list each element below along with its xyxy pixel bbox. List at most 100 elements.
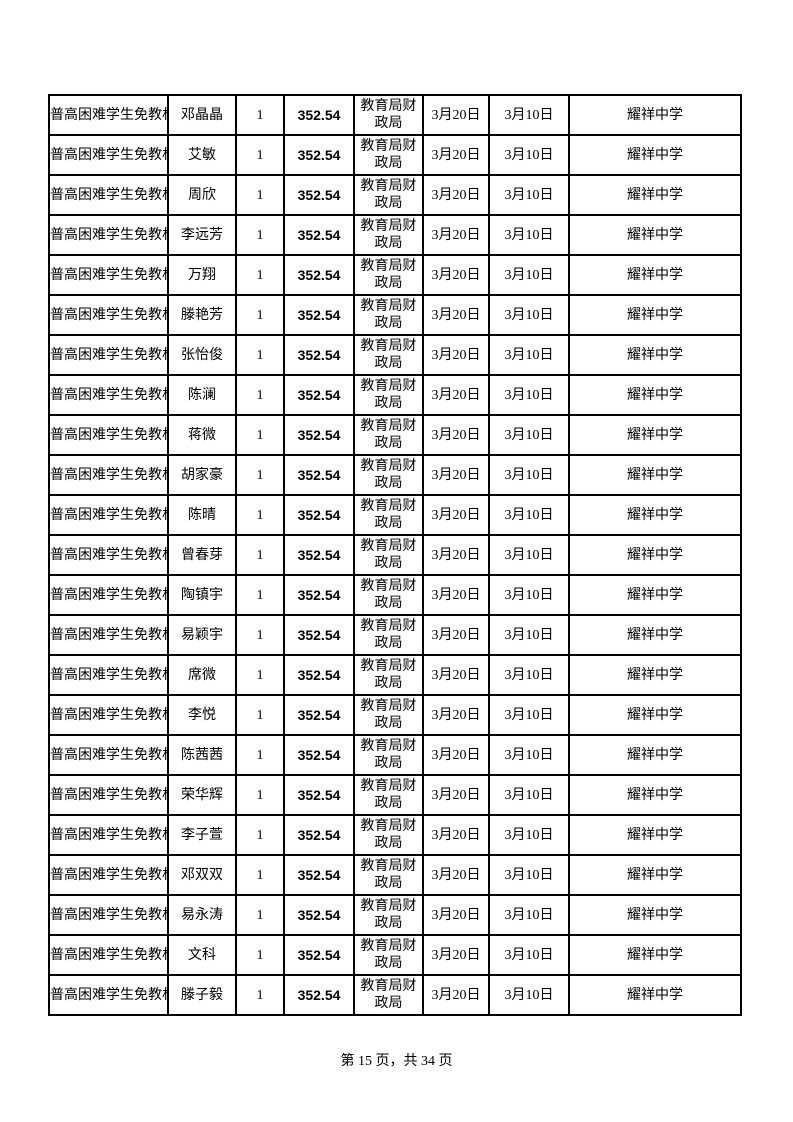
cell-project-name: 普高困难学生免教材 bbox=[48, 734, 169, 776]
table-row: 普高困难学生免教材 曾春芽 1 352.54 教育局财政局 3月20日 3月10… bbox=[48, 534, 742, 576]
cell-date-2: 3月10日 bbox=[488, 814, 570, 856]
cell-department: 教育局财政局 bbox=[353, 254, 424, 296]
cell-count: 1 bbox=[235, 854, 285, 896]
cell-project-name: 普高困难学生免教材 bbox=[48, 774, 169, 816]
cell-date-1: 3月20日 bbox=[422, 334, 490, 376]
cell-student-name: 周欣 bbox=[167, 174, 237, 216]
cell-project-name: 普高困难学生免教材 bbox=[48, 854, 169, 896]
cell-date-2: 3月10日 bbox=[488, 534, 570, 576]
cell-student-name: 滕艳芳 bbox=[167, 294, 237, 336]
table-row: 普高困难学生免教材 易永涛 1 352.54 教育局财政局 3月20日 3月10… bbox=[48, 894, 742, 936]
cell-date-2: 3月10日 bbox=[488, 334, 570, 376]
cell-date-2: 3月10日 bbox=[488, 734, 570, 776]
cell-project-name: 普高困难学生免教材 bbox=[48, 934, 169, 976]
cell-date-1: 3月20日 bbox=[422, 294, 490, 336]
cell-school: 耀祥中学 bbox=[568, 214, 742, 256]
cell-count: 1 bbox=[235, 174, 285, 216]
cell-date-2: 3月10日 bbox=[488, 414, 570, 456]
cell-date-1: 3月20日 bbox=[422, 534, 490, 576]
cell-project-name: 普高困难学生免教材 bbox=[48, 94, 169, 136]
cell-amount: 352.54 bbox=[283, 494, 355, 536]
table-row: 普高困难学生免教材 陈晴 1 352.54 教育局财政局 3月20日 3月10日… bbox=[48, 494, 742, 536]
cell-department: 教育局财政局 bbox=[353, 454, 424, 496]
cell-count: 1 bbox=[235, 934, 285, 976]
cell-date-2: 3月10日 bbox=[488, 974, 570, 1016]
cell-project-name: 普高困难学生免教材 bbox=[48, 174, 169, 216]
cell-project-name: 普高困难学生免教材 bbox=[48, 414, 169, 456]
cell-amount: 352.54 bbox=[283, 534, 355, 576]
cell-student-name: 李远芳 bbox=[167, 214, 237, 256]
cell-project-name: 普高困难学生免教材 bbox=[48, 974, 169, 1016]
cell-date-1: 3月20日 bbox=[422, 174, 490, 216]
cell-student-name: 陶镇宇 bbox=[167, 574, 237, 616]
cell-date-1: 3月20日 bbox=[422, 254, 490, 296]
cell-count: 1 bbox=[235, 894, 285, 936]
cell-amount: 352.54 bbox=[283, 774, 355, 816]
cell-count: 1 bbox=[235, 974, 285, 1016]
cell-student-name: 席微 bbox=[167, 654, 237, 696]
cell-student-name: 荣华辉 bbox=[167, 774, 237, 816]
cell-date-1: 3月20日 bbox=[422, 494, 490, 536]
subsidy-table: 普高困难学生免教材 邓晶晶 1 352.54 教育局财政局 3月20日 3月10… bbox=[48, 94, 742, 1016]
table-row: 普高困难学生免教材 滕艳芳 1 352.54 教育局财政局 3月20日 3月10… bbox=[48, 294, 742, 336]
cell-date-1: 3月20日 bbox=[422, 614, 490, 656]
cell-date-1: 3月20日 bbox=[422, 214, 490, 256]
cell-project-name: 普高困难学生免教材 bbox=[48, 214, 169, 256]
cell-department: 教育局财政局 bbox=[353, 374, 424, 416]
cell-date-2: 3月10日 bbox=[488, 494, 570, 536]
cell-project-name: 普高困难学生免教材 bbox=[48, 534, 169, 576]
cell-student-name: 李子萱 bbox=[167, 814, 237, 856]
cell-date-1: 3月20日 bbox=[422, 854, 490, 896]
table-row: 普高困难学生免教材 易颖宇 1 352.54 教育局财政局 3月20日 3月10… bbox=[48, 614, 742, 656]
table-row: 普高困难学生免教材 陈澜 1 352.54 教育局财政局 3月20日 3月10日… bbox=[48, 374, 742, 416]
cell-project-name: 普高困难学生免教材 bbox=[48, 894, 169, 936]
cell-department: 教育局财政局 bbox=[353, 614, 424, 656]
cell-project-name: 普高困难学生免教材 bbox=[48, 694, 169, 736]
cell-student-name: 李悦 bbox=[167, 694, 237, 736]
cell-student-name: 曾春芽 bbox=[167, 534, 237, 576]
cell-date-1: 3月20日 bbox=[422, 454, 490, 496]
cell-date-1: 3月20日 bbox=[422, 774, 490, 816]
cell-count: 1 bbox=[235, 574, 285, 616]
cell-student-name: 滕子毅 bbox=[167, 974, 237, 1016]
cell-school: 耀祥中学 bbox=[568, 774, 742, 816]
cell-amount: 352.54 bbox=[283, 294, 355, 336]
cell-school: 耀祥中学 bbox=[568, 454, 742, 496]
cell-count: 1 bbox=[235, 134, 285, 176]
cell-date-1: 3月20日 bbox=[422, 814, 490, 856]
cell-amount: 352.54 bbox=[283, 894, 355, 936]
cell-count: 1 bbox=[235, 654, 285, 696]
cell-count: 1 bbox=[235, 774, 285, 816]
cell-project-name: 普高困难学生免教材 bbox=[48, 334, 169, 376]
cell-amount: 352.54 bbox=[283, 734, 355, 776]
cell-school: 耀祥中学 bbox=[568, 614, 742, 656]
cell-date-2: 3月10日 bbox=[488, 894, 570, 936]
cell-department: 教育局财政局 bbox=[353, 574, 424, 616]
cell-project-name: 普高困难学生免教材 bbox=[48, 134, 169, 176]
cell-project-name: 普高困难学生免教材 bbox=[48, 614, 169, 656]
cell-count: 1 bbox=[235, 814, 285, 856]
cell-department: 教育局财政局 bbox=[353, 654, 424, 696]
cell-department: 教育局财政局 bbox=[353, 934, 424, 976]
cell-count: 1 bbox=[235, 334, 285, 376]
cell-school: 耀祥中学 bbox=[568, 414, 742, 456]
cell-project-name: 普高困难学生免教材 bbox=[48, 814, 169, 856]
cell-project-name: 普高困难学生免教材 bbox=[48, 454, 169, 496]
table-row: 普高困难学生免教材 李悦 1 352.54 教育局财政局 3月20日 3月10日… bbox=[48, 694, 742, 736]
cell-student-name: 张怡俊 bbox=[167, 334, 237, 376]
cell-count: 1 bbox=[235, 454, 285, 496]
cell-date-2: 3月10日 bbox=[488, 774, 570, 816]
table-row: 普高困难学生免教材 邓双双 1 352.54 教育局财政局 3月20日 3月10… bbox=[48, 854, 742, 896]
cell-count: 1 bbox=[235, 494, 285, 536]
cell-amount: 352.54 bbox=[283, 574, 355, 616]
table-row: 普高困难学生免教材 邓晶晶 1 352.54 教育局财政局 3月20日 3月10… bbox=[48, 94, 742, 136]
cell-date-1: 3月20日 bbox=[422, 414, 490, 456]
cell-project-name: 普高困难学生免教材 bbox=[48, 294, 169, 336]
cell-amount: 352.54 bbox=[283, 974, 355, 1016]
table-row: 普高困难学生免教材 李远芳 1 352.54 教育局财政局 3月20日 3月10… bbox=[48, 214, 742, 256]
cell-school: 耀祥中学 bbox=[568, 294, 742, 336]
cell-date-2: 3月10日 bbox=[488, 614, 570, 656]
cell-amount: 352.54 bbox=[283, 374, 355, 416]
cell-date-2: 3月10日 bbox=[488, 174, 570, 216]
